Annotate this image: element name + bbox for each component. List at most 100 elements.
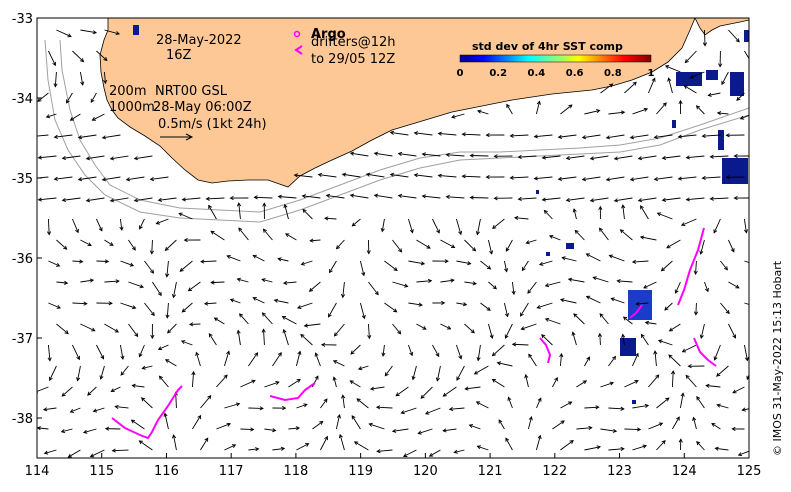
current-vector (72, 302, 87, 305)
current-vector (541, 334, 553, 346)
current-vector (264, 428, 276, 432)
current-vector (414, 132, 433, 136)
current-vector (537, 302, 553, 309)
current-vector (643, 281, 657, 289)
current-vector-head (397, 193, 403, 198)
current-vector (87, 386, 97, 396)
current-vector-head (748, 61, 749, 63)
colorbar-tick-label: 1 (648, 68, 655, 79)
current-vector-head (735, 38, 740, 43)
current-vector-head (636, 427, 642, 432)
current-vector (56, 281, 68, 284)
current-vector-head (208, 204, 212, 209)
current-vector (503, 260, 508, 272)
current-vector (296, 403, 307, 409)
current-vector (326, 194, 345, 199)
current-vector-head (67, 33, 72, 38)
current-vector (369, 423, 385, 430)
current-vector-head (444, 259, 449, 264)
current-vector (56, 323, 69, 334)
current-vector-head (259, 406, 264, 411)
current-vector-head (282, 280, 288, 286)
current-vector-head (114, 328, 120, 333)
current-vector-head (511, 290, 516, 296)
current-vector (545, 281, 561, 287)
current-vector (351, 415, 361, 430)
current-vector (456, 260, 471, 265)
current-vector (384, 365, 393, 377)
current-vector (648, 78, 656, 94)
current-vector (558, 176, 577, 180)
current-vector-head (476, 356, 481, 362)
current-vector (237, 278, 249, 283)
current-vector (96, 218, 103, 232)
current-vector-head (658, 422, 664, 427)
current-vector-head (109, 156, 115, 161)
y-tick-label: -36 (12, 252, 33, 267)
current-vector-head (111, 448, 116, 453)
current-vector-head (677, 176, 682, 181)
scale-label: 0.5m/s (1kt 24h) (158, 117, 267, 132)
current-vector (492, 218, 505, 229)
current-vector (62, 155, 81, 159)
current-vector (732, 386, 745, 394)
current-vector (505, 323, 513, 339)
current-vector (710, 155, 729, 158)
current-vector-head (705, 287, 709, 293)
current-vector-head (735, 284, 740, 289)
current-vector-head (498, 419, 503, 424)
current-vector-head (155, 220, 160, 225)
current-vector (608, 448, 624, 451)
current-vector-head (472, 281, 477, 286)
current-vector-head (696, 441, 701, 446)
current-vector (392, 428, 409, 432)
current-vector-head (437, 173, 442, 178)
date-label: 28-May-2022 (156, 33, 242, 48)
current-vector-head (693, 270, 698, 275)
current-vector-head (581, 135, 587, 140)
current-vector (465, 386, 481, 390)
current-vector (408, 260, 425, 265)
current-vector (392, 281, 408, 287)
current-vector (104, 29, 120, 35)
current-vector (711, 423, 721, 430)
current-vector-head (458, 355, 463, 360)
current-vector-head (592, 276, 597, 281)
current-vector-head (453, 449, 458, 454)
current-vector-head (554, 376, 558, 382)
current-vector (686, 197, 705, 201)
current-vector (744, 302, 749, 305)
current-vector (497, 362, 513, 367)
current-vector (166, 302, 169, 318)
current-vector-head (309, 238, 314, 243)
current-vector-head (507, 396, 512, 401)
current-vector-head (653, 134, 659, 140)
current-vector-head (493, 196, 498, 201)
current-vector-head (634, 352, 639, 358)
current-vector-head (709, 196, 714, 201)
current-vector-head (448, 407, 454, 412)
current-vector (96, 344, 104, 359)
current-vector (359, 302, 365, 319)
current-vector (288, 427, 300, 430)
current-vector (572, 332, 577, 346)
current-vector (315, 353, 321, 367)
x-tick-label: 124 (672, 464, 697, 479)
current-vector (90, 92, 97, 103)
current-vector (576, 427, 592, 430)
current-vector-head (524, 373, 529, 379)
current-vector-head (281, 316, 287, 320)
current-vector-head (100, 355, 105, 360)
current-vector-head (53, 176, 58, 181)
current-vector (398, 195, 417, 199)
colorbar (459, 54, 652, 63)
current-vector (335, 414, 340, 430)
current-vector (576, 380, 587, 388)
current-vector (262, 278, 273, 283)
current-vector (224, 403, 240, 409)
current-vector-head (90, 98, 95, 104)
current-vector-head (699, 250, 704, 255)
current-vector (542, 155, 561, 159)
current-vector-head (520, 326, 525, 331)
current-vector (606, 176, 625, 181)
